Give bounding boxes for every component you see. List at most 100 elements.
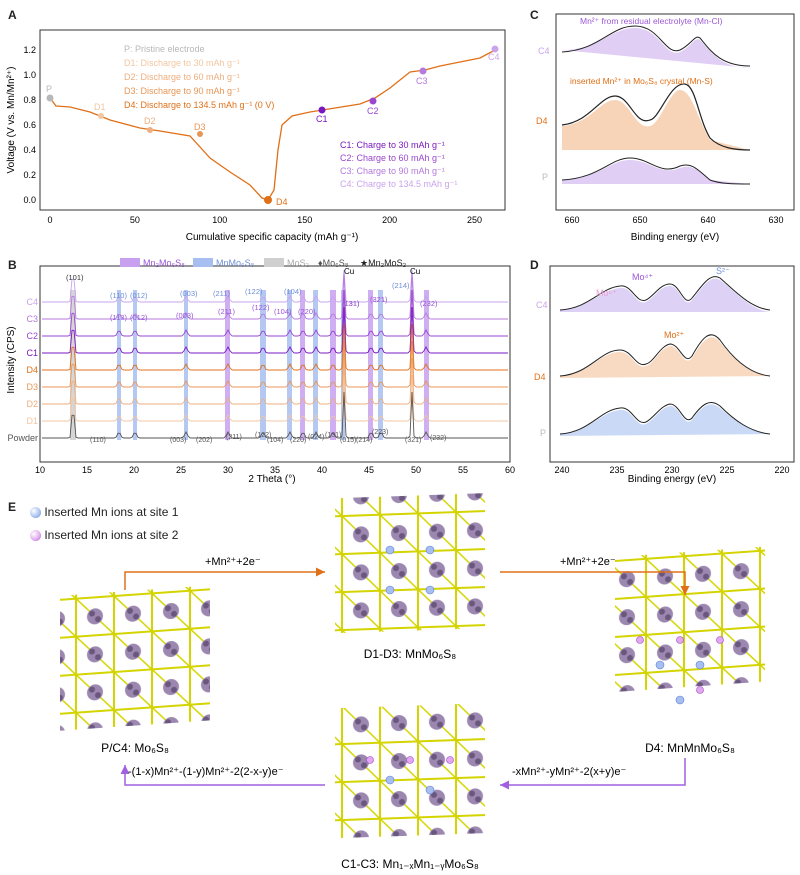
- svg-text:250: 250: [467, 215, 482, 225]
- xrd-trace-d4: [42, 323, 508, 371]
- eq-top-right: +Mn²⁺+2e⁻: [560, 556, 616, 568]
- xrd-trace-d2: [42, 357, 508, 405]
- svg-text:(131): (131): [342, 299, 360, 308]
- xrd-trace-d1: [42, 374, 508, 422]
- panel-d-frame: [549, 265, 795, 463]
- svg-text:Powder: Powder: [7, 433, 38, 443]
- svg-text:230: 230: [664, 465, 679, 475]
- panel-c-letter: C: [530, 8, 539, 22]
- svg-text:240: 240: [554, 465, 569, 475]
- svg-text:(220): (220): [290, 437, 306, 444]
- xrd-trace-powder: [42, 391, 508, 439]
- panel-e-diagram: +Mn²⁺+2e⁻ +Mn²⁺+2e⁻ -xMn²⁺-yMn²⁺-2(x+y)e…: [60, 493, 765, 871]
- svg-text:(101): (101): [66, 273, 84, 282]
- eq-bottom-left: -(1-x)Mn²⁺-(1-y)Mn²⁺-2(2-x-y)e⁻: [128, 766, 284, 778]
- ann-mo2: Mo²⁺: [664, 330, 684, 340]
- svg-text:660: 660: [564, 215, 579, 225]
- lbl-c2: C2: [367, 106, 379, 116]
- svg-text:(321): (321): [405, 437, 421, 444]
- legend-site1: Inserted Mn ions at site 1: [30, 505, 178, 519]
- point-d1: [98, 113, 104, 119]
- eq-top-left: +Mn²⁺+2e⁻: [205, 556, 261, 568]
- crystal-d4: [615, 546, 765, 692]
- svg-text:650: 650: [632, 215, 647, 225]
- panel-c-xlabel: Binding energy (eV): [631, 232, 719, 243]
- xrd-trace-d3: [42, 340, 508, 388]
- svg-text:(113): (113): [110, 313, 127, 322]
- xrd-trace-c3: [42, 272, 508, 320]
- panel-b-xlabel: 2 Theta (°): [248, 474, 295, 485]
- ann-mo6: Mo⁶⁺: [596, 288, 617, 298]
- svg-text:0.8: 0.8: [23, 95, 36, 105]
- svg-text:235: 235: [609, 465, 624, 475]
- point-d3: [197, 131, 203, 137]
- svg-text:D4: D4: [534, 372, 546, 382]
- svg-text:C4: Charge to 134.5 mAh g⁻¹: C4: Charge to 134.5 mAh g⁻¹: [340, 179, 457, 189]
- point-d4: [264, 196, 272, 204]
- svg-text:P: Pristine electrode: P: Pristine electrode: [124, 44, 205, 54]
- svg-text:40: 40: [317, 465, 327, 475]
- svg-text:C3: C3: [26, 314, 38, 324]
- crystal-d1d3: [335, 493, 485, 634]
- site1-icon: [30, 507, 41, 519]
- label-pristine: P/C4: Mo₆S₈: [101, 741, 169, 755]
- svg-text:1.2: 1.2: [23, 45, 36, 55]
- panel-c-ann1: Mn²⁺ from residual electrolyte (Mn-Cl): [580, 16, 723, 26]
- panel-e-letter: E: [8, 500, 17, 514]
- panel-a-legend-left: P: Pristine electrode D1: Discharge to 3…: [124, 44, 274, 110]
- svg-text:Mn₂Mo₆S₈: Mn₂Mo₆S₈: [143, 258, 185, 268]
- eq-bottom-right: -xMn²⁺-yMn²⁺-2(x+y)e⁻: [512, 766, 626, 778]
- svg-text:(122): (122): [245, 287, 263, 296]
- svg-text:C2: Charge to 60 mAh g⁻¹: C2: Charge to 60 mAh g⁻¹: [340, 153, 445, 163]
- svg-text:(223): (223): [372, 429, 388, 436]
- svg-text:(211): (211): [213, 289, 230, 298]
- panel-b-legend: Mn₂Mo₆S₈ MnMo₆S₈ MoS₂ ♦Mo₆S₈ ★Mn₂MoS₂: [120, 258, 407, 268]
- xrd-trace-c4: [42, 269, 508, 303]
- svg-text:0.2: 0.2: [23, 170, 36, 180]
- svg-text:(024): (024): [308, 434, 324, 441]
- svg-text:630: 630: [768, 215, 783, 225]
- label-d4: D4: MnMnMo₆S₈: [645, 741, 735, 755]
- svg-text:(122): (122): [252, 303, 270, 312]
- panel-a-ticks: 0 50 100 150 200 250 0.0 0.2 0.4 0.6 0.8 1.0 1.2: [23, 45, 482, 225]
- svg-text:50: 50: [411, 465, 421, 475]
- svg-text:30: 30: [223, 465, 233, 475]
- svg-text:D4: D4: [536, 116, 548, 126]
- panel-a-letter: A: [8, 8, 17, 22]
- svg-text:(110): (110): [90, 437, 106, 444]
- svg-text:(012): (012): [130, 291, 148, 300]
- svg-text:55: 55: [458, 465, 468, 475]
- svg-text:C1: Charge to 30 mAh g⁻¹: C1: Charge to 30 mAh g⁻¹: [340, 140, 445, 150]
- panel-c-chart: 660 650 640 630 Binding energy (eV) C4 D4 P…: [536, 13, 795, 243]
- point-d2: [147, 127, 153, 133]
- svg-text:15: 15: [82, 465, 92, 475]
- svg-text:60: 60: [505, 465, 515, 475]
- ann-mo4: Mo⁴⁺: [632, 272, 653, 282]
- panel-c-frame: [555, 13, 795, 211]
- svg-text:220: 220: [774, 465, 789, 475]
- svg-text:20: 20: [129, 465, 139, 475]
- lbl-d2: D2: [144, 116, 156, 126]
- svg-text:1.0: 1.0: [23, 70, 36, 80]
- label-c1c3: C1-C3: Mn₁₋ₓMn₁₋ᵧMo₆S₈: [341, 857, 479, 871]
- lbl-d1: D1: [94, 102, 106, 112]
- point-c1: [318, 106, 326, 114]
- svg-text:D1: D1: [26, 416, 38, 426]
- svg-text:C2: C2: [26, 331, 38, 341]
- lbl-c3: C3: [416, 76, 428, 86]
- lbl-p: P: [46, 84, 52, 94]
- panel-a-frame: [39, 29, 506, 211]
- svg-text:C3: Charge to 90 mAh g⁻¹: C3: Charge to 90 mAh g⁻¹: [340, 166, 445, 176]
- svg-text:(104): (104): [284, 287, 302, 296]
- point-c2: [369, 97, 377, 105]
- panel-b-ylabel: Intensity (CPS): [6, 326, 17, 393]
- svg-text:(232): (232): [420, 299, 438, 308]
- voltage-curve: [49, 49, 496, 201]
- svg-text:(122): (122): [255, 432, 271, 439]
- arrow-top-right: [500, 571, 690, 595]
- panel-a-legend-right: C1: Charge to 30 mAh g⁻¹ C2: Charge to 6…: [340, 140, 457, 189]
- svg-text:★Mn₂MoS₂: ★Mn₂MoS₂: [360, 258, 407, 268]
- ann-s2: S²⁻: [716, 266, 730, 276]
- arrow-bottom-right: [500, 758, 686, 790]
- svg-text:D1: Discharge to 30 mAh g⁻¹: D1: Discharge to 30 mAh g⁻¹: [124, 58, 240, 68]
